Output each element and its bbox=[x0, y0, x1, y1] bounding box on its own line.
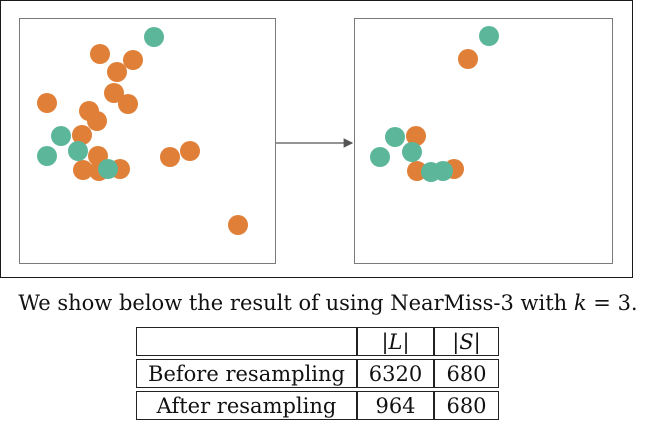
minority-point bbox=[68, 141, 88, 161]
minority-point bbox=[370, 147, 390, 167]
majority-point bbox=[107, 62, 127, 82]
row-label: After resampling bbox=[136, 391, 357, 420]
majority-point bbox=[406, 126, 426, 146]
panel-after-resampling bbox=[354, 18, 613, 264]
minority-point bbox=[385, 127, 405, 147]
majority-point bbox=[73, 160, 93, 180]
header-S: |S| bbox=[452, 329, 481, 354]
row-value-L: 964 bbox=[357, 391, 434, 420]
minority-point bbox=[98, 159, 118, 179]
table-header-row: |L| |S| bbox=[136, 327, 499, 356]
caption-math-k: k bbox=[573, 291, 587, 315]
majority-point bbox=[458, 49, 478, 69]
table-header-cell bbox=[136, 327, 357, 356]
table-header-cell: |S| bbox=[434, 327, 499, 356]
scatter-after bbox=[370, 26, 499, 182]
majority-point bbox=[118, 94, 138, 114]
minority-point bbox=[479, 26, 499, 46]
majority-point bbox=[228, 215, 248, 235]
majority-point bbox=[72, 125, 92, 145]
table-row: Before resampling 6320 680 bbox=[136, 359, 499, 388]
caption-suffix: = 3. bbox=[593, 291, 638, 315]
minority-point bbox=[144, 27, 164, 47]
minority-point bbox=[402, 142, 422, 162]
caption: We show below the result of using NearMi… bbox=[0, 288, 656, 318]
majority-point bbox=[123, 50, 143, 70]
row-value-L: 6320 bbox=[357, 359, 434, 388]
caption-prefix: We show below the result of using NearMi… bbox=[18, 291, 568, 315]
majority-point bbox=[37, 93, 57, 113]
scatter-before bbox=[37, 27, 248, 235]
minority-point bbox=[51, 126, 71, 146]
row-value-S: 680 bbox=[434, 359, 499, 388]
results-table: |L| |S| Before resampling 6320 680 After… bbox=[136, 327, 499, 420]
minority-point bbox=[37, 146, 57, 166]
majority-point bbox=[104, 83, 124, 103]
table-row: After resampling 964 680 bbox=[136, 391, 499, 420]
majority-point bbox=[90, 44, 110, 64]
majority-point bbox=[180, 141, 200, 161]
row-value-S: 680 bbox=[434, 391, 499, 420]
row-label: Before resampling bbox=[136, 359, 357, 388]
majority-point bbox=[160, 147, 180, 167]
panel-before-resampling bbox=[19, 18, 276, 264]
figure-frame bbox=[0, 0, 633, 278]
minority-point bbox=[421, 162, 441, 182]
table-header-cell: |L| bbox=[357, 327, 434, 356]
majority-point bbox=[87, 111, 107, 131]
header-L: |L| bbox=[381, 329, 410, 354]
